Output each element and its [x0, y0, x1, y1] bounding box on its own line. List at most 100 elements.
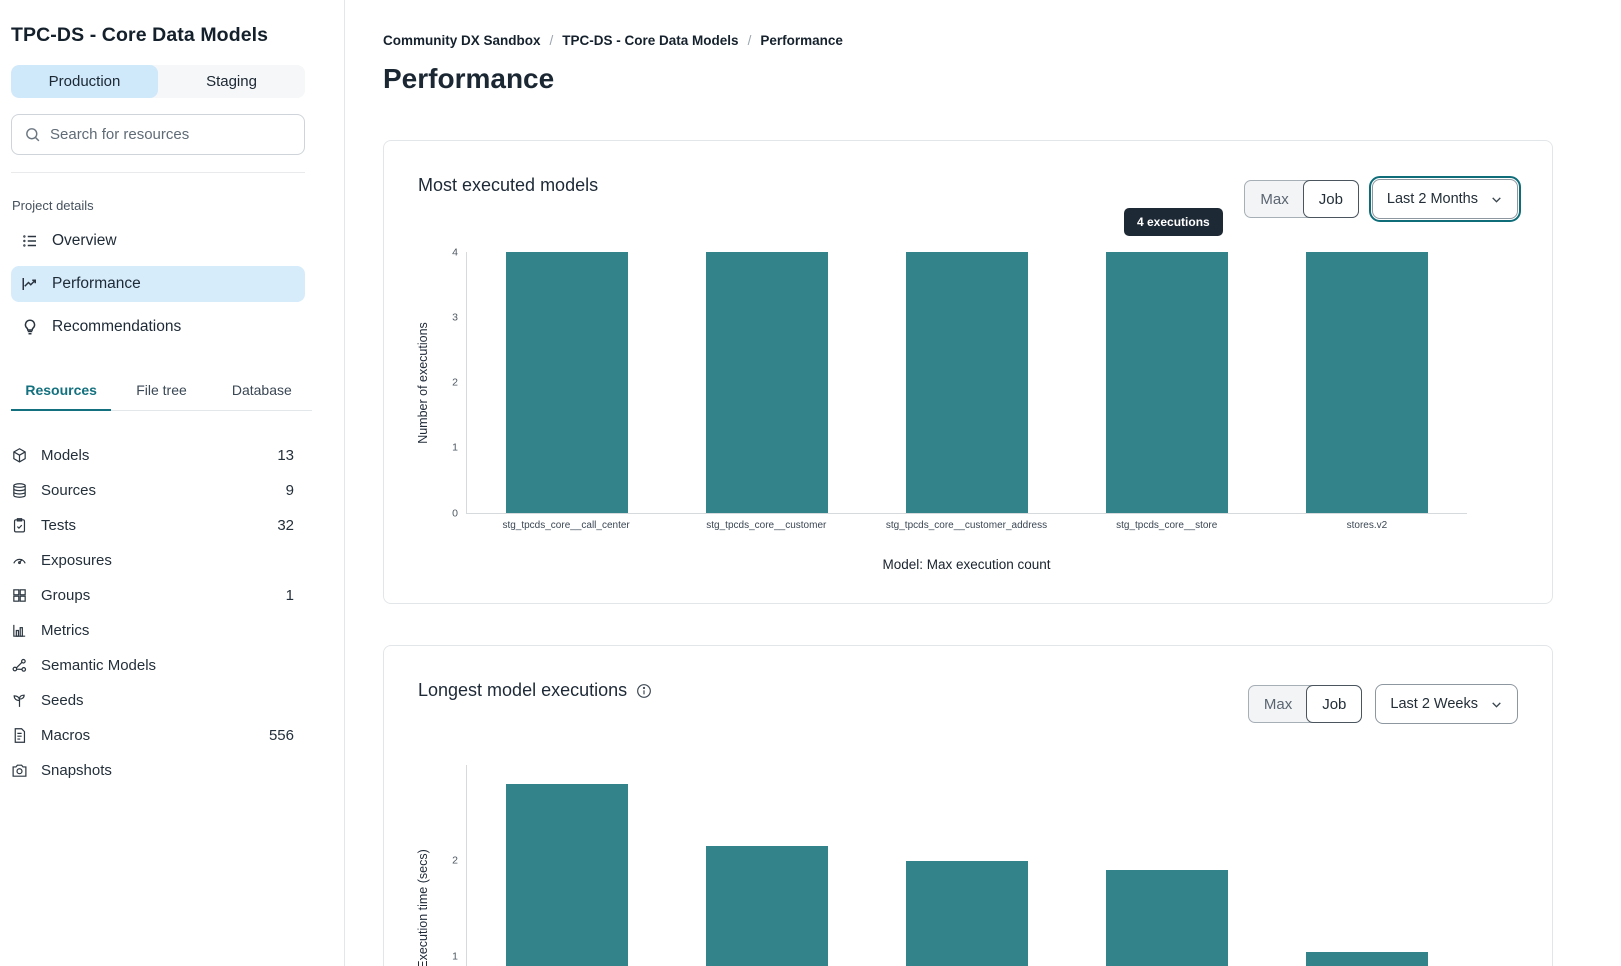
resource-label: Tests — [41, 517, 77, 534]
tab-database[interactable]: Database — [231, 382, 292, 398]
breadcrumb-separator: / — [549, 33, 554, 48]
sprout-icon — [11, 692, 28, 709]
resource-label: Metrics — [41, 622, 90, 639]
resource-count: 13 — [277, 447, 294, 464]
max-toggle-button[interactable]: Max — [1249, 686, 1307, 722]
production-tab[interactable]: Production — [11, 65, 158, 98]
project-details-label: Project details — [12, 198, 94, 213]
breadcrumb: Community DX Sandbox / TPC-DS - Core Dat… — [383, 33, 1553, 48]
sidebar-item-performance[interactable]: Performance — [11, 266, 305, 302]
bar[interactable] — [906, 252, 1028, 513]
resource-label: Seeds — [41, 692, 84, 709]
bar[interactable] — [506, 252, 628, 513]
card-title: Longest model executions — [418, 680, 628, 700]
bar-slot — [667, 765, 867, 966]
staging-tab[interactable]: Staging — [158, 65, 305, 98]
max-job-toggle: Max Job — [1247, 685, 1363, 723]
list-icon — [21, 232, 39, 250]
sidebar-item-overview[interactable]: Overview — [11, 223, 305, 259]
time-range-dropdown[interactable]: Last 2 Months — [1368, 176, 1522, 222]
project-title: TPC-DS - Core Data Models — [11, 24, 269, 46]
breadcrumb-current: Performance — [760, 33, 843, 48]
sidebar-item-label: Performance — [52, 275, 141, 292]
bar[interactable] — [1306, 252, 1428, 513]
bar[interactable] — [706, 846, 828, 966]
longest-model-executions-card: Longest model executions Max Job Last 2 … — [383, 645, 1553, 966]
environment-toggle: Production Staging — [11, 65, 305, 98]
clipboard-check-icon — [11, 517, 28, 534]
resource-label: Sources — [41, 482, 97, 499]
resource-list: Models 13 Sources 9 Tests 32 Exposures G… — [11, 438, 294, 788]
bar-slot — [1267, 252, 1467, 513]
breadcrumb-separator: / — [747, 33, 752, 48]
search-icon — [24, 126, 41, 143]
camera-icon — [11, 762, 28, 779]
resource-row-seeds[interactable]: Seeds — [11, 683, 294, 718]
x-axis-label: stg_tpcds_core__store — [1116, 520, 1218, 531]
x-axis-label: stg_tpcds_core__customer_address — [885, 520, 1048, 531]
resource-label: Exposures — [41, 552, 112, 569]
chart-controls: Max Job Last 2 Weeks — [1247, 684, 1518, 724]
bar[interactable] — [1106, 870, 1228, 966]
job-toggle-button[interactable]: Job — [1302, 180, 1359, 218]
sidebar-item-label: Recommendations — [52, 318, 182, 335]
tab-resources[interactable]: Resources — [11, 373, 112, 411]
bar[interactable] — [1306, 951, 1428, 966]
bar[interactable] — [906, 860, 1028, 966]
sidebar-tabs: Resources File tree Database — [11, 373, 312, 411]
y-axis-tick: 0 — [452, 506, 458, 519]
resource-row-snapshots[interactable]: Snapshots — [11, 753, 294, 788]
chevron-down-icon — [1490, 698, 1503, 711]
file-text-icon — [11, 727, 28, 744]
time-range-value: Last 2 Weeks — [1390, 696, 1478, 712]
chart-tooltip: 4 executions — [1124, 208, 1223, 236]
y-axis-tick: 3 — [452, 311, 458, 323]
resource-row-sources[interactable]: Sources 9 — [11, 473, 294, 508]
bar-chart-most-executed: Number of executions 0 1 2 3 4 stg_tpcds_cor… — [416, 247, 1467, 572]
bar-slot — [667, 252, 867, 513]
breadcrumb-account-link[interactable]: Community DX Sandbox — [383, 33, 541, 48]
bar-slot — [1267, 765, 1467, 966]
time-range-dropdown[interactable]: Last 2 Weeks — [1375, 684, 1518, 724]
resource-row-semantic-models[interactable]: Semantic Models — [11, 648, 294, 683]
bar-slot — [1067, 765, 1267, 966]
resource-row-tests[interactable]: Tests 32 — [11, 508, 294, 543]
resource-row-exposures[interactable]: Exposures — [11, 543, 294, 578]
search-box[interactable] — [11, 114, 305, 155]
resource-row-groups[interactable]: Groups 1 — [11, 578, 294, 613]
resource-row-metrics[interactable]: Metrics — [11, 613, 294, 648]
x-axis-title: Model: Max execution count — [882, 557, 1051, 572]
sidebar: TPC-DS - Core Data Models Production Sta… — [0, 0, 345, 966]
x-axis-label: stg_tpcds_core__customer — [706, 520, 827, 531]
bar-chart-icon — [11, 622, 28, 639]
page-title: Performance — [383, 63, 555, 94]
resource-row-macros[interactable]: Macros 556 — [11, 718, 294, 753]
resource-label: Macros — [41, 727, 91, 744]
tab-file-tree[interactable]: File tree — [136, 382, 187, 398]
bar-slot — [467, 252, 667, 513]
bar-slot — [867, 252, 1067, 513]
bar-slot — [867, 765, 1067, 966]
max-toggle-button[interactable]: Max — [1245, 181, 1303, 217]
bar[interactable] — [1106, 252, 1228, 513]
x-axis-labels: stg_tpcds_core__call_center stg_tpcds_cor… — [466, 520, 1467, 531]
bar-chart-plot: Execution time (secs) 1 2 — [416, 765, 1467, 966]
resource-label: Models — [41, 447, 90, 464]
cube-icon — [11, 447, 28, 464]
breadcrumb-project-link[interactable]: TPC-DS - Core Data Models — [562, 33, 739, 48]
y-axis-title: Execution time (secs) — [416, 848, 430, 966]
sidebar-item-recommendations[interactable]: Recommendations — [11, 309, 305, 345]
x-axis-label: stg_tpcds_core__call_center — [502, 520, 630, 531]
job-toggle-button[interactable]: Job — [1306, 685, 1363, 723]
resource-row-models[interactable]: Models 13 — [11, 438, 294, 473]
bar[interactable] — [506, 784, 628, 966]
bar-chart-plot: Number of executions 0 1 2 3 4 — [416, 247, 1467, 518]
bar[interactable] — [706, 252, 828, 513]
network-icon — [11, 657, 28, 674]
y-axis-title: Number of executions — [416, 321, 430, 444]
search-input[interactable] — [50, 126, 292, 143]
info-icon[interactable] — [636, 683, 652, 699]
chart-controls: Max Job Last 2 Months — [1244, 176, 1522, 222]
chart-line-icon — [21, 275, 39, 293]
resource-label: Snapshots — [41, 762, 112, 779]
